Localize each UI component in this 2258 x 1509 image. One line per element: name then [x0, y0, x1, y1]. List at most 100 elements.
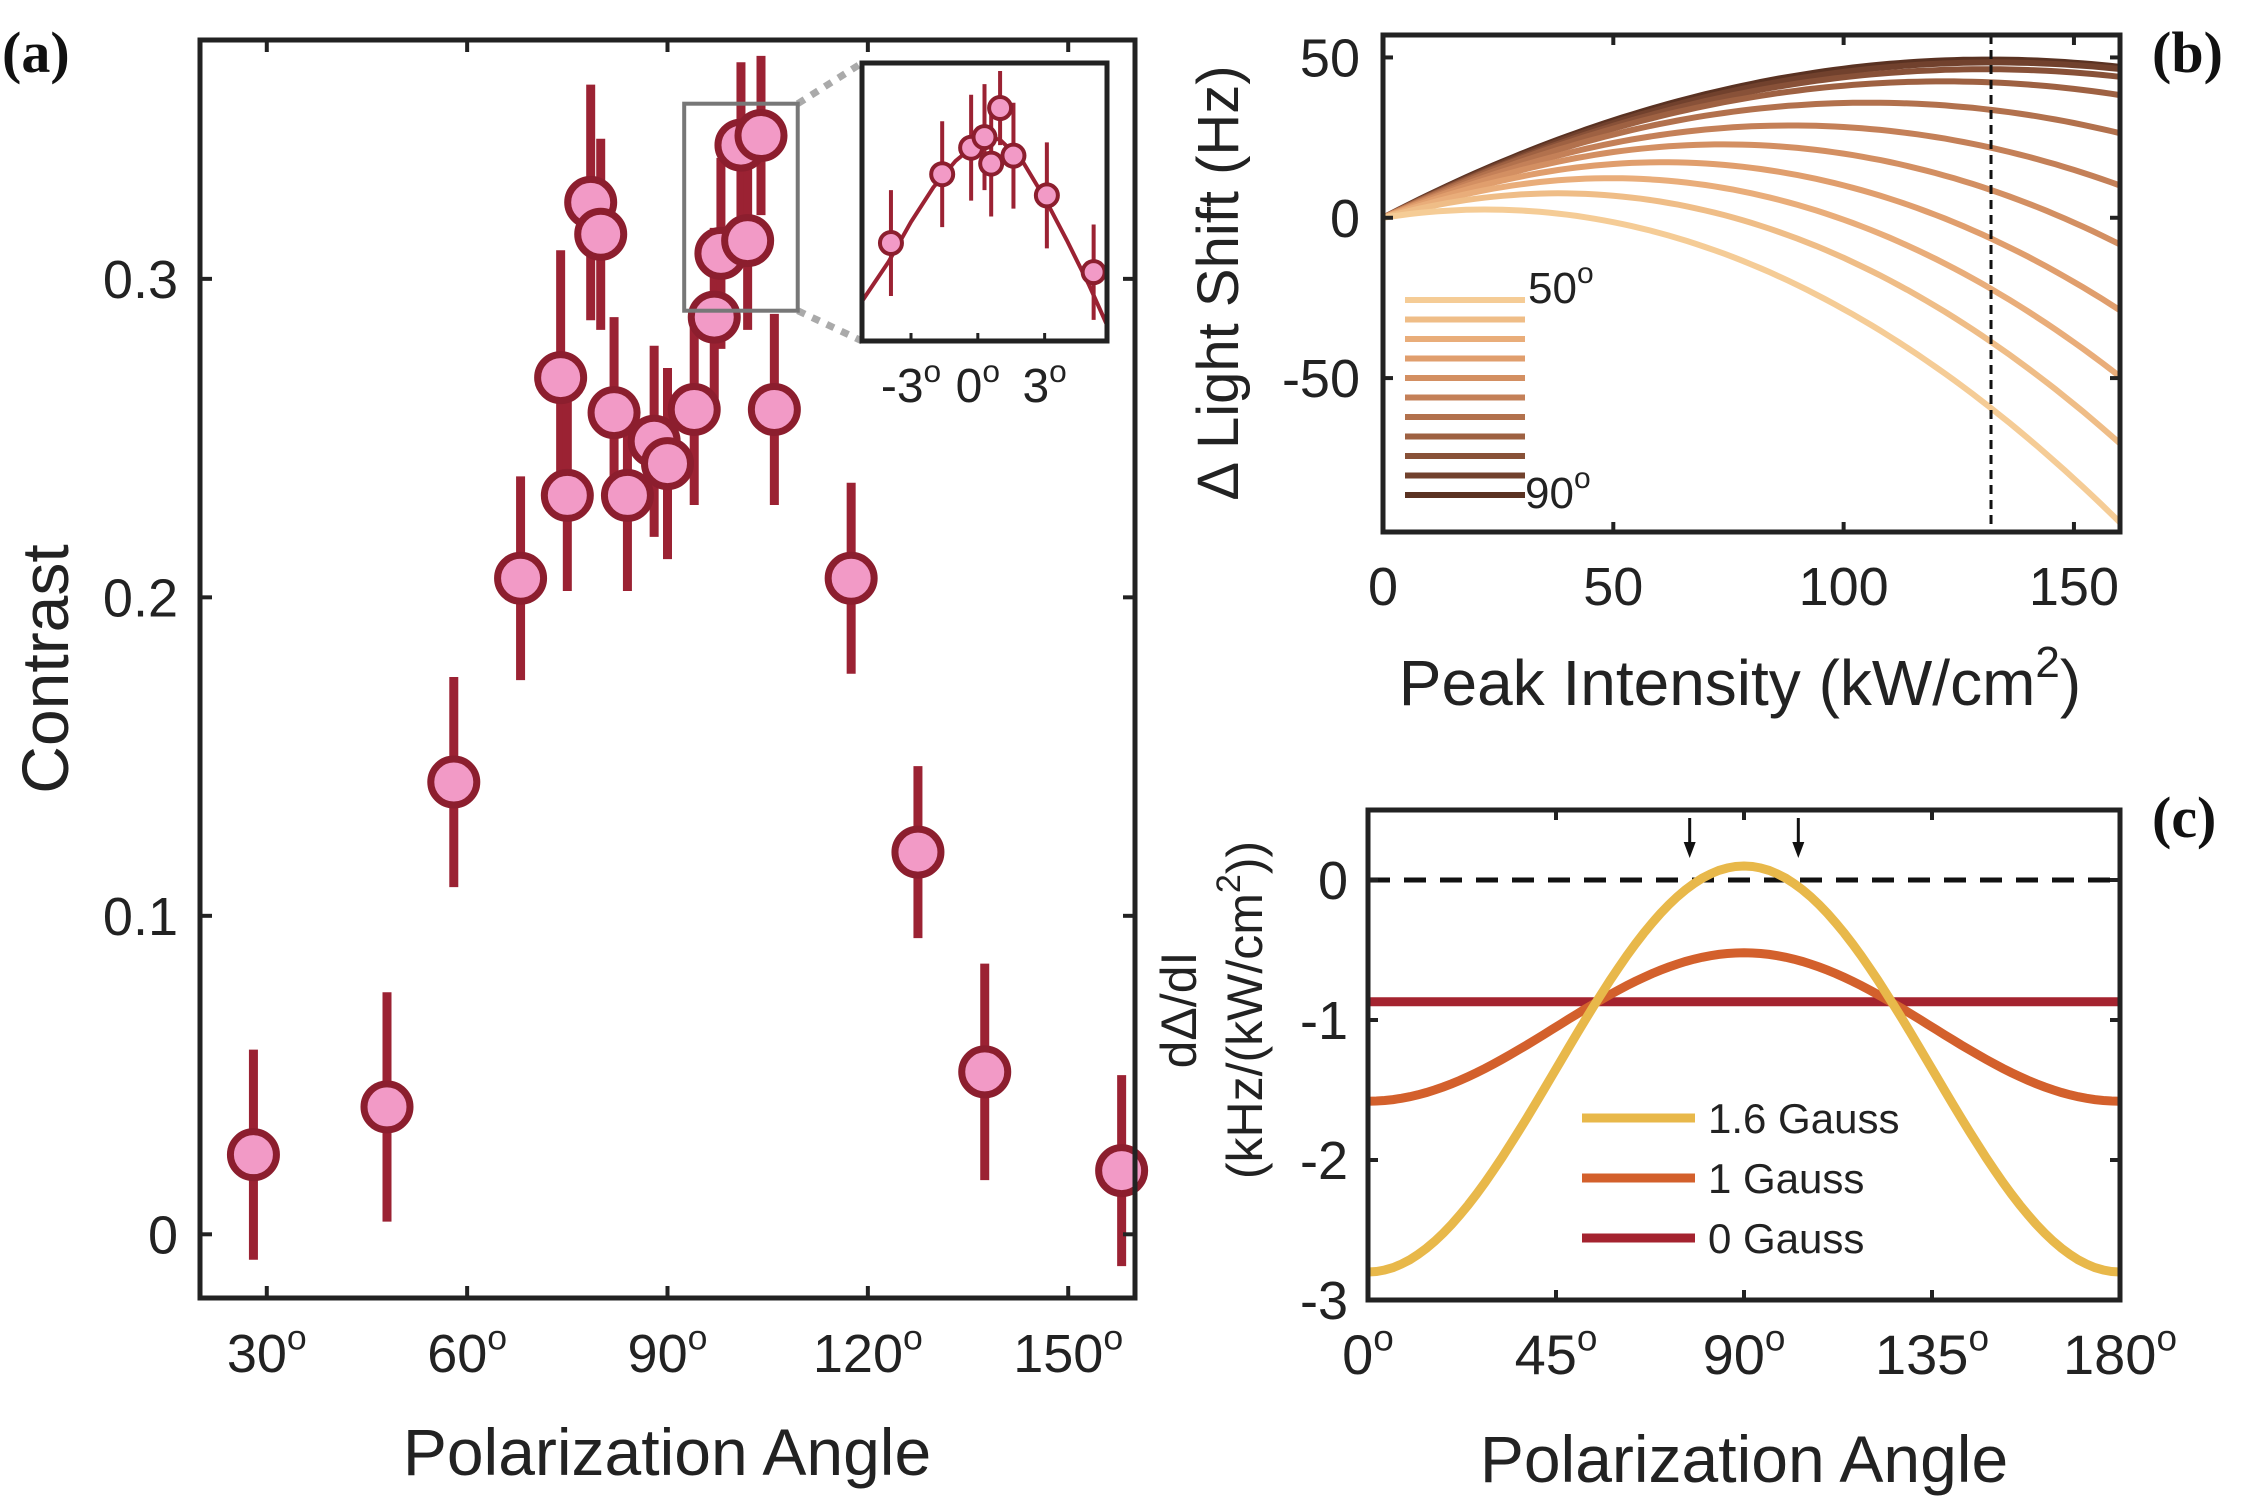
y-tick-label: 0.2	[103, 568, 178, 628]
panel-c-legend: 1.6 Gauss 1 Gauss 0 Gauss	[1582, 1095, 1899, 1262]
y-tick-label: 50	[1300, 28, 1360, 88]
data-point	[427, 755, 481, 809]
y-tick-label: -3	[1300, 1271, 1348, 1331]
data-point	[494, 551, 548, 605]
inset-data-point	[971, 124, 998, 151]
inset-data-point	[929, 161, 956, 188]
y-tick-label: -2	[1300, 1131, 1348, 1191]
arrow-icon	[1792, 842, 1805, 858]
legend-bottom-label: 90o	[1525, 462, 1591, 518]
panel-a-data	[226, 55, 1149, 1267]
x-tick-label: 50	[1583, 557, 1643, 617]
panel-c-label: (c)	[2152, 785, 2216, 850]
inset-data-point	[987, 95, 1014, 122]
data-point	[958, 1045, 1012, 1099]
inset-data-point	[1000, 142, 1027, 169]
data-point	[534, 351, 588, 405]
inset-data-point	[1080, 259, 1107, 286]
x-tick-label: 135o	[1875, 1317, 1989, 1386]
panel-c-ylabel-line1: dΔ/dI	[1151, 952, 1207, 1069]
panel-b: (b) 0 50 100 150 -50 0 50 50o 90o Peak Intensi…	[1186, 20, 2223, 719]
inset-ticks: -3o 0o 3o	[881, 333, 1067, 413]
x-tick-label: 180o	[2063, 1317, 2177, 1386]
data-point	[824, 551, 878, 605]
panel-b-data	[1381, 35, 2123, 532]
data-point	[747, 382, 801, 436]
y-tick-label: -50	[1282, 349, 1360, 409]
x-tick-label: 150o	[1013, 1317, 1123, 1384]
zoom-connector-lines	[795, 60, 864, 345]
zoom-connector-bottom	[796, 307, 864, 345]
inset-x-tick-label: 0o	[956, 353, 1000, 413]
panel-a-ticks: 30o 60o 90o 120o 150o 0 0.1 0.2 0.3	[103, 40, 1135, 1384]
x-tick-label: 150	[2029, 557, 2119, 617]
data-point	[360, 1080, 414, 1134]
panel-b-xlabel: Peak Intensity (kW/cm2)	[1399, 638, 2081, 719]
arrow-icon	[1683, 842, 1696, 858]
y-tick-label: 0	[148, 1205, 178, 1265]
y-tick-label: 0.3	[103, 250, 178, 310]
legend-label: 1.6 Gauss	[1708, 1095, 1899, 1142]
panel-c-data	[1367, 818, 2121, 1277]
data-point	[891, 825, 945, 879]
panel-b-axes-box	[1380, 32, 2123, 535]
inset-data-point	[877, 230, 904, 257]
x-tick-label: 30o	[227, 1317, 307, 1384]
inset-x-tick-label: -3o	[881, 353, 941, 413]
inset-data	[860, 70, 1109, 326]
data-point	[641, 437, 694, 491]
x-tick-label: 90o	[628, 1317, 708, 1384]
light-shift-curve	[1381, 99, 2121, 221]
data-point	[574, 207, 628, 261]
panel-a-ylabel: Contrast	[8, 544, 82, 793]
panel-a: (a) 30o 60o 90o 120o 150o 0 0.1 0.2 0.3 Polariza…	[2, 20, 1149, 1489]
panel-b-color-legend	[1405, 297, 1525, 498]
light-shift-curve	[1382, 175, 2122, 379]
panel-a-label: (a)	[2, 20, 70, 85]
zoom-connector-top	[795, 60, 864, 107]
x-tick-label: 0o	[1342, 1317, 1394, 1386]
data-point	[587, 386, 641, 440]
legend-top-label: 50o	[1528, 257, 1594, 313]
panel-b-label: (b)	[2152, 20, 2223, 85]
legend-label: 0 Gauss	[1708, 1215, 1864, 1262]
x-tick-label: 120o	[813, 1317, 923, 1384]
slope-curve	[1367, 861, 2121, 1277]
panel-c-ylabel-line2: (kHz/(kW/cm2))	[1210, 841, 1273, 1179]
panel-b-ticks: 0 50 100 150 -50 0 50	[1282, 28, 2120, 617]
inset-data-point	[1033, 182, 1060, 209]
y-tick-label: -1	[1300, 991, 1348, 1051]
x-tick-label: 60o	[427, 1317, 507, 1384]
y-tick-label: 0.1	[103, 887, 178, 947]
inset-x-tick-label: 3o	[1022, 353, 1066, 413]
data-point	[600, 468, 654, 522]
panel-b-ylabel: Δ Light Shift (Hz)	[1186, 65, 1251, 500]
panel-c-ticks: 0o 45o 90o 135o 180o -3 -2 -1 0	[1300, 810, 2177, 1386]
panel-c: (c) 0o 45o 90o 135o 180o -3 -2 -1 0 1.6 Gauss 1 G…	[1151, 785, 2216, 1496]
data-point	[721, 214, 775, 268]
data-point	[540, 468, 594, 522]
panel-a-inset: -3o 0o 3o	[859, 60, 1110, 413]
zoom-box	[682, 101, 800, 313]
slope-curve	[1367, 948, 2121, 1106]
data-point	[667, 382, 721, 436]
data-point	[734, 109, 788, 163]
legend-label: 1 Gauss	[1708, 1155, 1864, 1202]
inset-data-point	[978, 150, 1005, 177]
inset-axes-box	[859, 60, 1110, 344]
x-tick-label: 45o	[1515, 1317, 1598, 1386]
panel-c-xlabel: Polarization Angle	[1480, 1422, 2008, 1496]
light-shift-curve	[1382, 206, 2123, 525]
y-tick-label: 0	[1330, 189, 1360, 249]
panel-a-xlabel: Polarization Angle	[403, 1415, 931, 1489]
data-point	[226, 1128, 280, 1182]
data-point	[687, 290, 741, 344]
light-shift-curve	[1381, 159, 2122, 313]
x-tick-label: 90o	[1703, 1317, 1786, 1386]
data-point	[1095, 1144, 1149, 1198]
light-shift-curve	[1381, 141, 2122, 248]
x-tick-label: 0	[1368, 557, 1398, 617]
y-tick-label: 0	[1318, 851, 1348, 911]
light-shift-curve	[1382, 190, 2122, 446]
